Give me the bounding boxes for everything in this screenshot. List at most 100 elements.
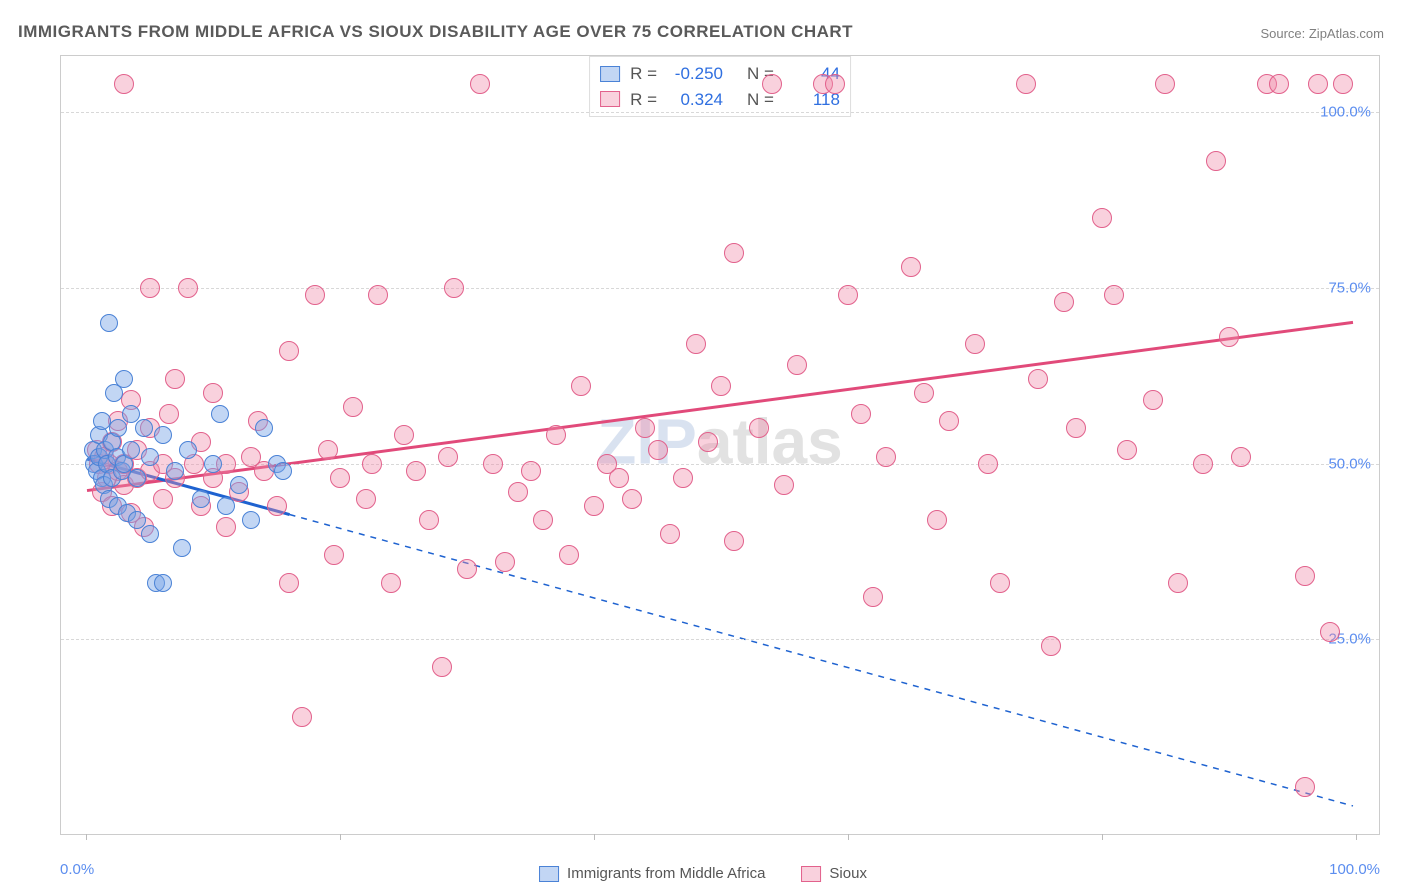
data-point <box>444 278 464 298</box>
legend-swatch <box>801 866 821 882</box>
legend-r-value: 0.324 <box>667 87 723 113</box>
source-link[interactable]: ZipAtlas.com <box>1309 26 1384 41</box>
data-point <box>698 432 718 452</box>
source-label: Source: ZipAtlas.com <box>1260 26 1384 41</box>
x-tick <box>1356 834 1357 840</box>
data-point <box>1320 622 1340 642</box>
x-tick <box>848 834 849 840</box>
legend-label: Sioux <box>829 865 867 882</box>
data-point <box>211 405 229 423</box>
data-point <box>851 404 871 424</box>
data-point <box>192 490 210 508</box>
data-point <box>825 74 845 94</box>
data-point <box>178 278 198 298</box>
stats-legend: R =-0.250N =44R =0.324N =118 <box>589 56 851 117</box>
data-point <box>571 376 591 396</box>
data-point <box>1016 74 1036 94</box>
data-point <box>622 489 642 509</box>
data-point <box>673 468 693 488</box>
data-point <box>115 370 133 388</box>
data-point <box>1295 566 1315 586</box>
legend-item: Immigrants from Middle Africa <box>539 865 765 882</box>
data-point <box>1143 390 1163 410</box>
data-point <box>204 455 222 473</box>
data-point <box>470 74 490 94</box>
x-tick <box>86 834 87 840</box>
data-point <box>559 545 579 565</box>
data-point <box>217 497 235 515</box>
data-point <box>324 545 344 565</box>
stats-legend-row: R =-0.250N =44 <box>600 61 840 87</box>
legend-r-label: R = <box>630 87 657 113</box>
data-point <box>368 285 388 305</box>
data-point <box>109 419 127 437</box>
y-tick-label: 100.0% <box>1320 104 1371 121</box>
data-point <box>432 657 452 677</box>
data-point <box>154 574 172 592</box>
data-point <box>495 552 515 572</box>
legend-label: Immigrants from Middle Africa <box>567 865 765 882</box>
chart-title: IMMIGRANTS FROM MIDDLE AFRICA VS SIOUX D… <box>18 22 853 42</box>
data-point <box>330 468 350 488</box>
data-point <box>394 425 414 445</box>
data-point <box>1231 447 1251 467</box>
data-point <box>457 559 477 579</box>
data-point <box>533 510 553 530</box>
legend-swatch <box>600 91 620 107</box>
data-point <box>774 475 794 495</box>
data-point <box>154 426 172 444</box>
data-point <box>114 74 134 94</box>
data-point <box>686 334 706 354</box>
data-point <box>1092 208 1112 228</box>
watermark: ZIPatlas <box>597 404 842 478</box>
data-point <box>876 447 896 467</box>
data-point <box>635 418 655 438</box>
data-point <box>838 285 858 305</box>
data-point <box>292 707 312 727</box>
data-point <box>165 369 185 389</box>
data-point <box>140 278 160 298</box>
gridline <box>61 639 1379 640</box>
data-point <box>1117 440 1137 460</box>
data-point <box>279 573 299 593</box>
data-point <box>762 74 782 94</box>
y-tick-label: 50.0% <box>1328 455 1371 472</box>
x-axis-max-label: 100.0% <box>1329 861 1380 878</box>
data-point <box>965 334 985 354</box>
data-point <box>1168 573 1188 593</box>
data-point <box>159 404 179 424</box>
data-point <box>990 573 1010 593</box>
data-point <box>93 412 111 430</box>
data-point <box>1054 292 1074 312</box>
data-point <box>230 476 248 494</box>
x-axis-min-label: 0.0% <box>60 861 94 878</box>
data-point <box>279 341 299 361</box>
legend-swatch <box>539 866 559 882</box>
data-point <box>724 531 744 551</box>
data-point <box>179 441 197 459</box>
data-point <box>406 461 426 481</box>
data-point <box>255 419 273 437</box>
data-point <box>173 539 191 557</box>
data-point <box>787 355 807 375</box>
data-point <box>100 314 118 332</box>
data-point <box>135 419 153 437</box>
data-point <box>122 441 140 459</box>
data-point <box>438 447 458 467</box>
data-point <box>203 383 223 403</box>
legend-r-label: R = <box>630 61 657 87</box>
data-point <box>166 462 184 480</box>
data-point <box>1219 327 1239 347</box>
data-point <box>546 425 566 445</box>
data-point <box>141 448 159 466</box>
data-point <box>362 454 382 474</box>
stats-legend-row: R =0.324N =118 <box>600 87 840 113</box>
data-point <box>1193 454 1213 474</box>
data-point <box>978 454 998 474</box>
data-point <box>1155 74 1175 94</box>
data-point <box>901 257 921 277</box>
data-point <box>749 418 769 438</box>
x-tick <box>1102 834 1103 840</box>
data-point <box>1269 74 1289 94</box>
data-point <box>419 510 439 530</box>
